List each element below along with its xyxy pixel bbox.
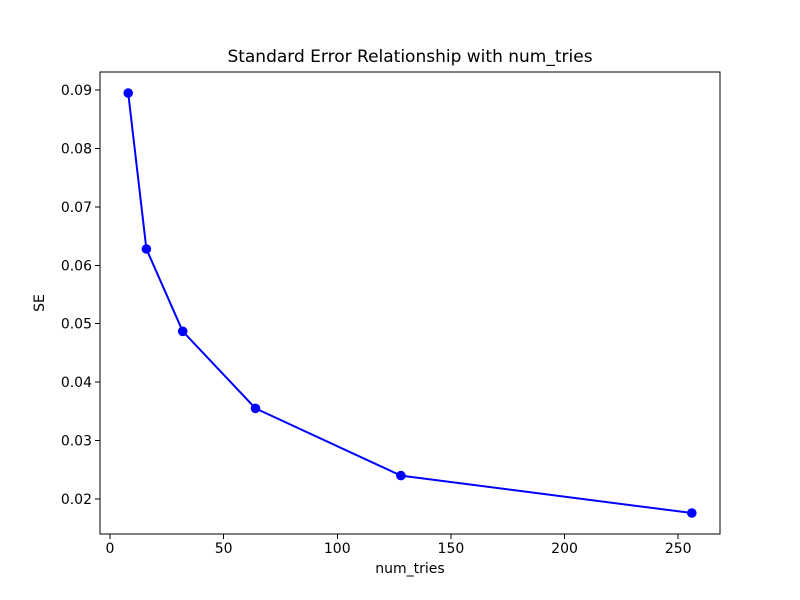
- data-point: [177, 326, 188, 337]
- data-point: [250, 403, 261, 414]
- y-tick-label: 0.04: [61, 375, 92, 391]
- data-point: [396, 470, 406, 481]
- y-tick-label: 0.03: [61, 434, 92, 450]
- data-point: [141, 244, 152, 254]
- x-tick-label: 0: [106, 541, 115, 557]
- y-tick-label: 0.05: [61, 317, 92, 333]
- y-tick-label: 0.07: [61, 200, 92, 216]
- y-axis-label-text: SE: [32, 294, 48, 312]
- y-tick-label: 0.06: [61, 258, 92, 274]
- data-point: [687, 508, 697, 518]
- chart-title: Standard Error Relationship with num_tri…: [227, 47, 593, 67]
- x-tick-label: 150: [438, 541, 465, 557]
- x-tick-label: 250: [665, 541, 692, 557]
- x-tick-label: 200: [551, 541, 578, 557]
- data-point: [123, 88, 133, 98]
- data-line: [127, 92, 693, 514]
- x-axis-label: num_tries: [375, 561, 445, 577]
- x-tick-label: 50: [215, 541, 233, 557]
- y-tick-label: 0.08: [61, 142, 92, 158]
- y-tick-label: 0.02: [61, 492, 92, 508]
- y-tick-label: 0.09: [61, 83, 92, 99]
- axes-box: [99, 71, 721, 535]
- x-tick-label: 100: [324, 541, 351, 557]
